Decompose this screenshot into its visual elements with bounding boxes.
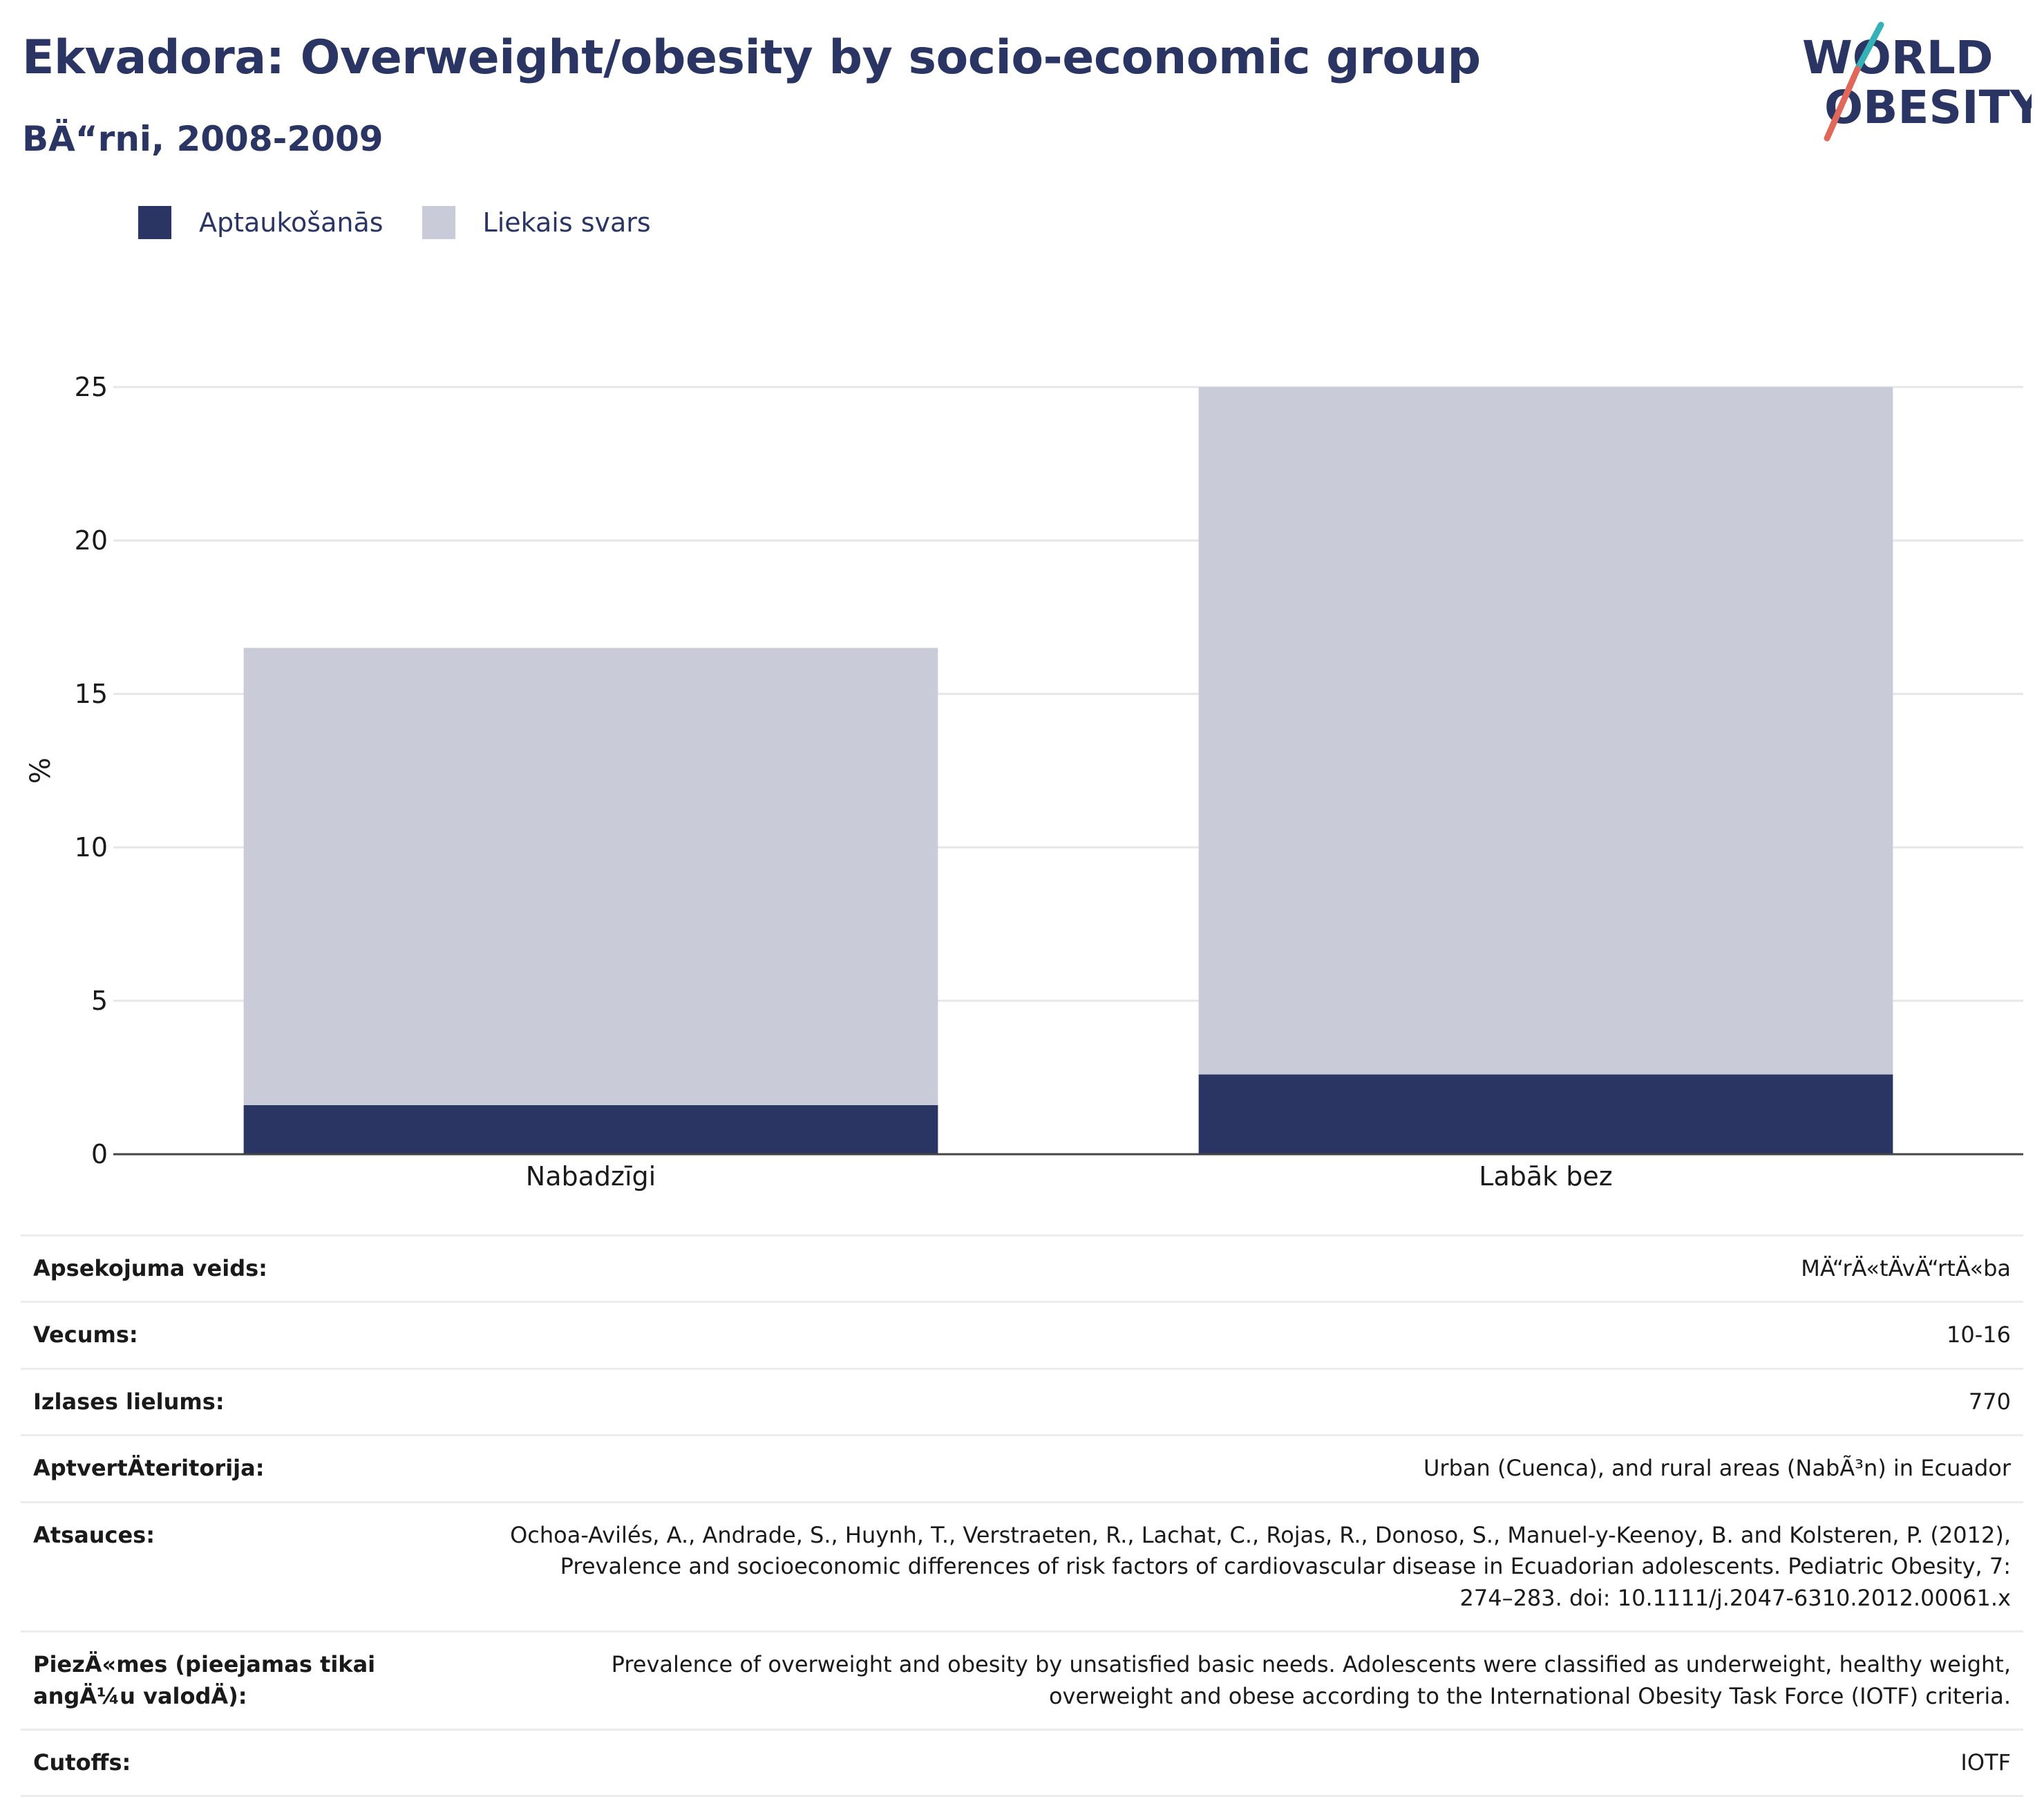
meta-key: Izlases lielums: [21, 1367, 488, 1436]
meta-row-notes: PiezÄ«mes (pieejamas tikai angÄ¼u valodÄ… [21, 1630, 2023, 1730]
meta-key: PiezÄ«mes (pieejamas tikai angÄ¼u valodÄ… [21, 1630, 488, 1730]
logo-word-obesity: OBESITY [1824, 81, 2032, 134]
y-tick-label: 0 [91, 1139, 108, 1169]
meta-key: Apsekojuma veids: [21, 1234, 488, 1302]
x-tick-label: Nabadzīgi [526, 1161, 656, 1192]
chart-title: Ekvadora: Overweight/obesity by socio-ec… [22, 30, 1481, 85]
world-obesity-logo: WORLD OBESITY [1802, 21, 2032, 142]
chart-legend: Aptaukošanās Liekais svars [138, 206, 690, 239]
meta-row-age: Vecums: 10-16 [21, 1301, 2023, 1369]
logo-word-world: WORLD [1802, 31, 1994, 84]
y-tick-label: 25 [75, 372, 108, 402]
meta-row-cutoffs: Cutoffs: IOTF [21, 1728, 2023, 1797]
bar-segment [243, 1104, 938, 1154]
meta-key: Vecums: [21, 1301, 488, 1369]
meta-value: Urban (Cuenca), and rural areas (NabÃ³n)… [488, 1434, 2023, 1503]
y-tick-label: 20 [75, 525, 108, 556]
logo-slash-red [1824, 66, 1861, 142]
meta-key: Cutoffs: [21, 1728, 488, 1797]
y-axis-title: % [25, 758, 57, 784]
meta-row-survey-type: Apsekojuma veids: MÄ“rÄ«tÄvÄ“rtÄ«ba [21, 1234, 2023, 1302]
meta-row-references: Atsauces: Ochoa-Avilés, A., Andrade, S.,… [21, 1500, 2023, 1632]
meta-value: 770 [488, 1367, 2023, 1436]
chart-subtitle: BÄ“rni, 2008-2009 [22, 119, 384, 159]
x-tick-label: Labāk bez [1479, 1161, 1612, 1192]
meta-value: Prevalence of overweight and obesity by … [488, 1630, 2023, 1730]
metadata-table: Apsekojuma veids: MÄ“rÄ«tÄvÄ“rtÄ«ba Vecu… [21, 1234, 2023, 1797]
y-tick-label: 15 [75, 679, 108, 709]
bar-chart: 0 5 10 15 20 25 Nabadzīgi Labāk bez% [25, 372, 2023, 1192]
legend-label-overweight: Liekais svars [482, 207, 651, 238]
legend-swatch-obesity [138, 206, 171, 239]
legend-label-obesity: Aptaukošanās [199, 207, 384, 238]
legend-swatch-overweight [422, 206, 455, 239]
meta-value: 10-16 [488, 1301, 2023, 1369]
meta-key: AptvertÄteritorija: [21, 1434, 488, 1503]
meta-value: Ochoa-Avilés, A., Andrade, S., Huynh, T.… [488, 1500, 2023, 1632]
meta-value: MÄ“rÄ«tÄvÄ“rtÄ«ba [488, 1234, 2023, 1302]
y-tick-label: 10 [75, 832, 108, 863]
y-tick-label: 5 [91, 986, 108, 1016]
bar-segment [243, 648, 938, 1105]
meta-row-sample-size: Izlases lielums: 770 [21, 1367, 2023, 1436]
legend-item-overweight[interactable]: Liekais svars [422, 206, 651, 239]
bar-segment [1198, 387, 1893, 1075]
bar-segment [1198, 1074, 1893, 1154]
meta-row-area: AptvertÄteritorija: Urban (Cuenca), and … [21, 1434, 2023, 1503]
meta-key: Atsauces: [21, 1500, 488, 1632]
logo-slash-teal [1854, 21, 1884, 73]
legend-item-obesity[interactable]: Aptaukošanās [138, 206, 384, 239]
meta-value: IOTF [488, 1728, 2023, 1797]
